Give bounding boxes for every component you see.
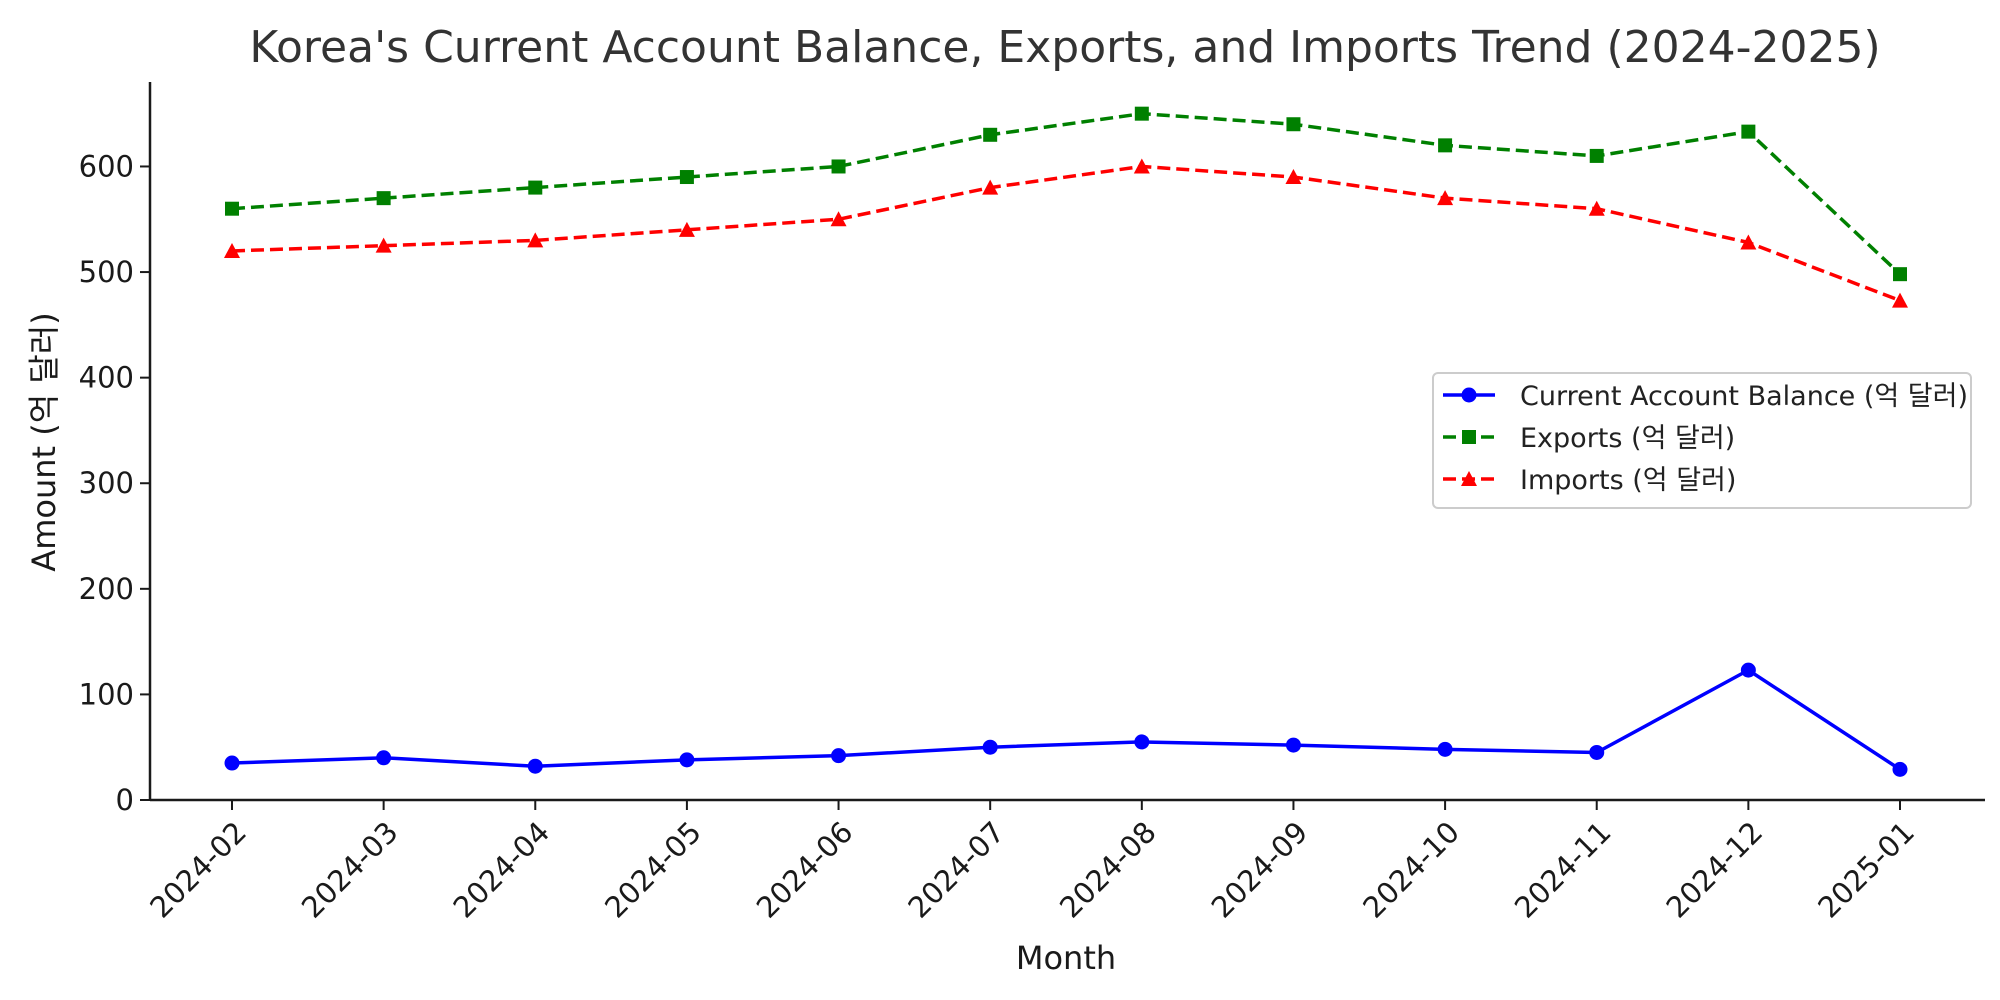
data-point <box>1437 190 1454 206</box>
data-point <box>1438 138 1453 153</box>
series-line <box>231 111 1902 276</box>
data-point <box>224 755 240 771</box>
series-line <box>231 164 1901 303</box>
data-point <box>528 180 543 195</box>
x-axis-ticks: 2024-02 2024-03 2024-04 2024-05 2024-06 2024-… <box>143 800 1921 925</box>
data-point <box>1892 761 1908 777</box>
data-point <box>376 191 391 206</box>
x-tick-label: 2024-06 <box>750 815 860 925</box>
x-tick-label: 2024-05 <box>598 815 708 925</box>
data-point <box>831 748 847 764</box>
data-point <box>1286 117 1301 132</box>
data-point <box>1588 200 1605 216</box>
data-point <box>678 221 695 237</box>
y-tick-label: 600 <box>79 149 134 183</box>
data-point <box>982 739 998 755</box>
data-point <box>679 752 695 768</box>
legend-items: Current Account Balance (억 달러) Exports (억… <box>1443 381 1968 496</box>
legend-label: Exports (억 달러) <box>1520 423 1735 454</box>
data-point <box>983 127 998 142</box>
y-tick-label: 100 <box>79 677 134 711</box>
data-point <box>1740 662 1756 678</box>
data-point <box>1134 734 1150 750</box>
data-point <box>1741 124 1756 139</box>
x-tick-label: 2024-11 <box>1508 815 1618 925</box>
legend-label: Imports (억 달러) <box>1520 465 1736 496</box>
legend: Current Account Balance (억 달러) Exports (억… <box>1432 372 1972 509</box>
data-point <box>679 170 694 185</box>
data-point <box>527 758 543 774</box>
legend-item: Current Account Balance (억 달러) <box>1443 381 1968 412</box>
data-point <box>1134 106 1149 121</box>
y-axis-label: Amount (억 달러) <box>25 312 63 571</box>
data-point <box>982 179 999 195</box>
x-tick-label: 2024-08 <box>1053 815 1163 925</box>
data-point <box>1437 741 1453 757</box>
y-axis-ticks: 0 100 200 300 400 500 600 <box>79 149 150 817</box>
x-tick-label: 2024-04 <box>446 815 556 925</box>
data-point <box>1133 158 1150 174</box>
data-point <box>225 201 239 216</box>
x-axis-label: Month <box>1016 939 1116 977</box>
legend-item: Imports (억 달러) <box>1443 465 1736 496</box>
data-point <box>1589 148 1604 163</box>
data-point <box>1892 292 1908 308</box>
data-point <box>831 159 846 174</box>
chart-title: Korea's Current Account Balance, Exports… <box>249 22 1880 73</box>
series-0 <box>224 662 1908 777</box>
legend-label: Current Account Balance (억 달러) <box>1520 381 1968 412</box>
legend-marker <box>1461 387 1477 403</box>
y-tick-label: 0 <box>116 783 134 817</box>
x-tick-label: 2024-12 <box>1660 815 1770 925</box>
legend-marker <box>1462 430 1476 444</box>
series-1 <box>225 106 1907 282</box>
x-tick-label: 2025-01 <box>1811 815 1921 925</box>
y-tick-label: 500 <box>79 255 134 289</box>
y-tick-label: 400 <box>79 361 134 395</box>
y-tick-label: 300 <box>79 466 134 500</box>
x-tick-label: 2024-02 <box>143 815 253 925</box>
data-point <box>1285 737 1301 753</box>
legend-marker <box>1461 471 1477 486</box>
legend-item: Exports (억 달러) <box>1443 423 1735 454</box>
data-point <box>1285 169 1302 185</box>
y-tick-label: 200 <box>79 572 134 606</box>
data-point <box>376 750 392 766</box>
data-point <box>375 237 392 253</box>
x-tick-label: 2024-07 <box>901 815 1011 925</box>
data-point <box>224 242 240 258</box>
x-tick-label: 2024-03 <box>295 815 405 925</box>
data-point <box>1589 744 1605 760</box>
series-line <box>231 668 1901 771</box>
legend-box <box>1432 372 1972 509</box>
data-point <box>1740 234 1757 250</box>
x-tick-label: 2024-10 <box>1356 815 1466 925</box>
data-point <box>1893 267 1907 282</box>
series-2 <box>224 158 1908 308</box>
data-point <box>830 211 847 227</box>
data-point <box>527 232 544 248</box>
x-tick-label: 2024-09 <box>1205 815 1315 925</box>
series-layer <box>224 106 1908 777</box>
